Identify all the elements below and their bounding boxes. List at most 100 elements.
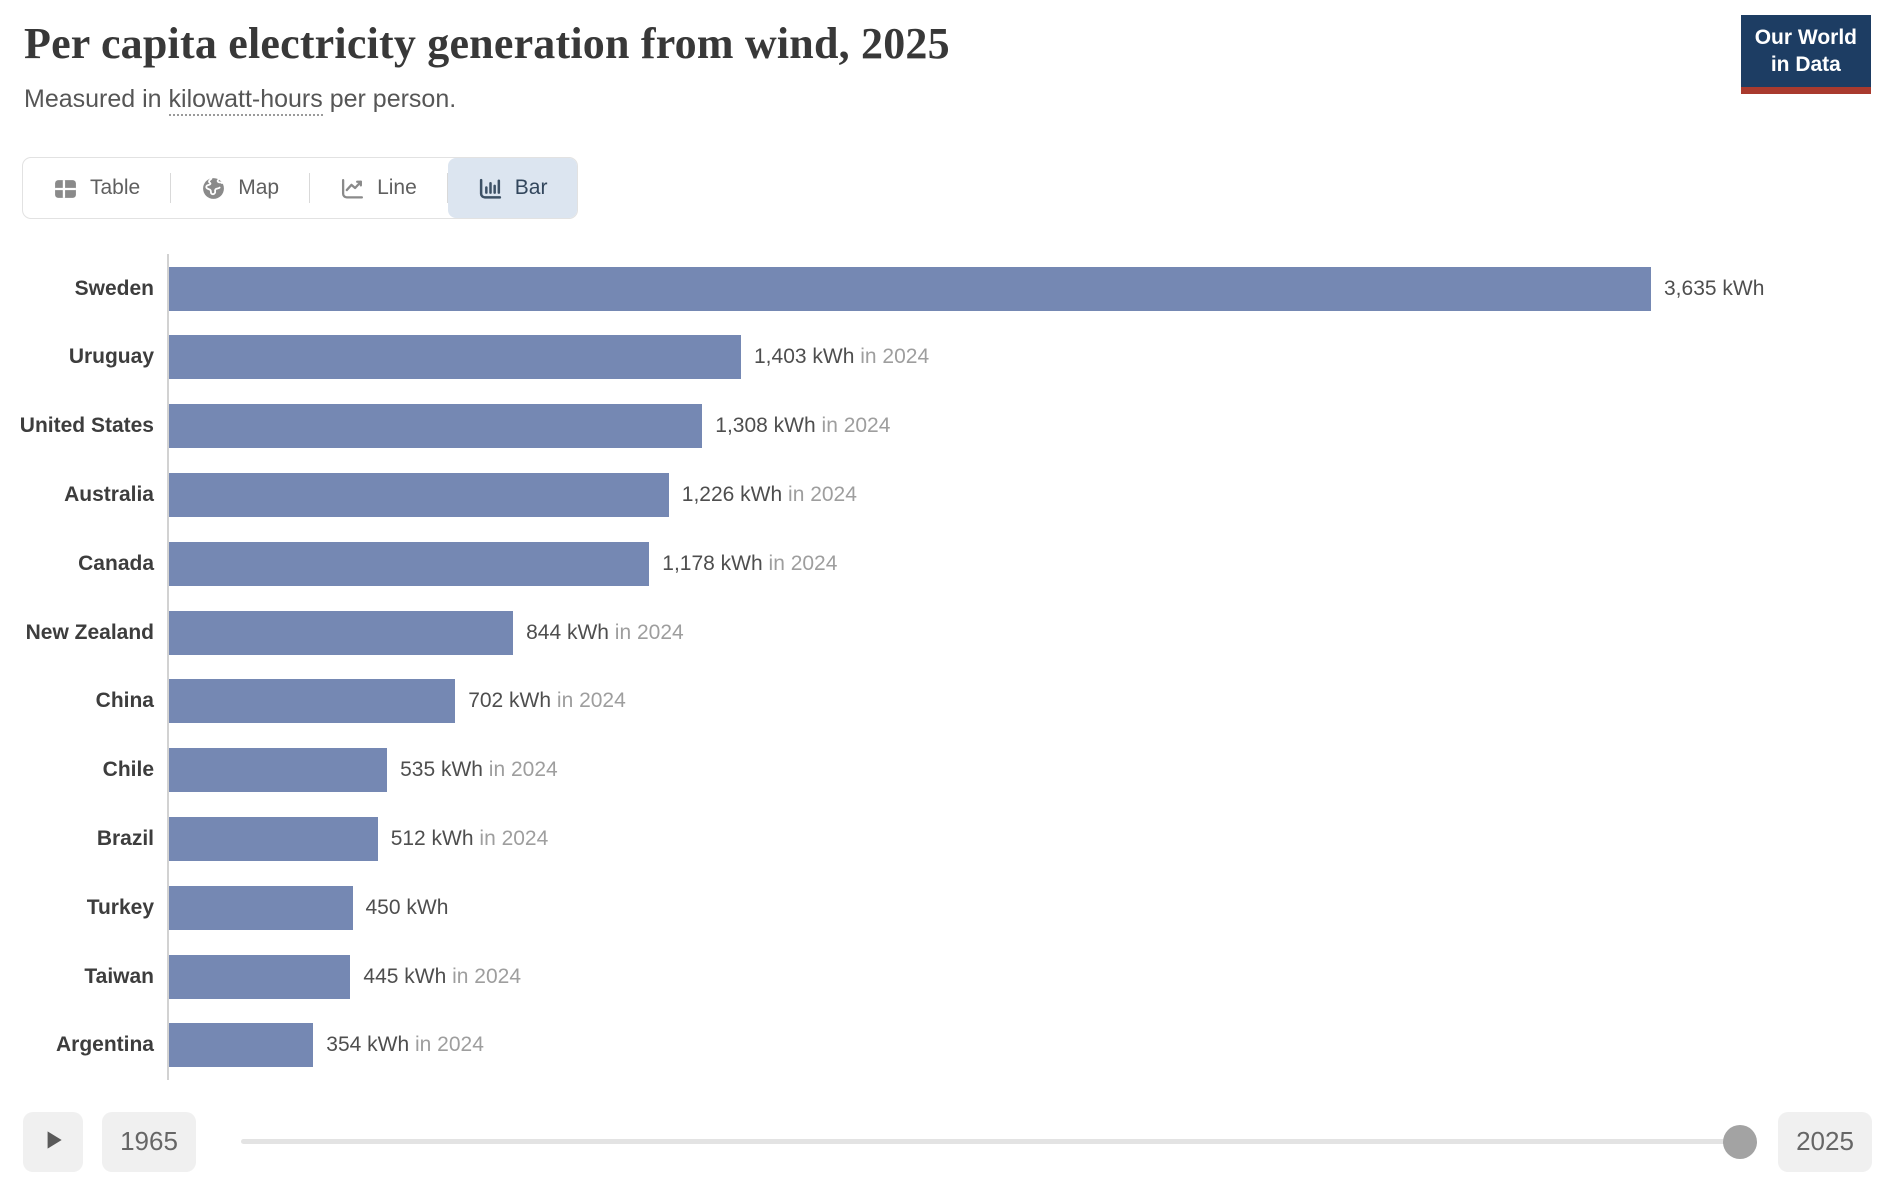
owid-logo-line1: Our World xyxy=(1754,26,1857,49)
chart-row: China 702 kWh in 2024 xyxy=(0,667,1899,736)
globe-icon xyxy=(201,176,226,201)
year-note-text: in 2024 xyxy=(482,758,558,782)
owid-logo-line2: in Data xyxy=(1770,52,1841,76)
chart-row: Sweden 3,635 kWh xyxy=(0,254,1899,323)
value-text: 3,635 kWh xyxy=(1664,276,1765,300)
tab-bar[interactable]: Bar xyxy=(447,158,578,219)
value-text: 445 kWh xyxy=(363,964,447,988)
country-label: Uruguay xyxy=(68,345,154,369)
country-label: New Zealand xyxy=(25,620,154,644)
chart-row: Turkey 450 kWh xyxy=(0,873,1899,942)
bar-area: 1,178 kWh in 2024 xyxy=(160,541,1899,586)
slider-handle[interactable] xyxy=(1723,1124,1757,1159)
country-label: Brazil xyxy=(96,827,154,851)
year-note-text: in 2024 xyxy=(446,964,521,988)
bar[interactable] xyxy=(169,1023,314,1068)
country-label: Canada xyxy=(78,551,154,575)
bar-area: 1,308 kWh in 2024 xyxy=(160,404,1899,449)
country-label: China xyxy=(95,689,154,713)
table-icon xyxy=(53,176,78,201)
chart-row: Uruguay 1,403 kWh in 2024 xyxy=(0,323,1899,392)
value-text: 1,178 kWh xyxy=(662,551,763,575)
slider-track[interactable] xyxy=(241,1139,1756,1145)
bar[interactable] xyxy=(169,541,650,586)
bar-area: 354 kWh in 2024 xyxy=(160,1023,1899,1068)
bar[interactable] xyxy=(169,610,514,655)
country-label: Sweden xyxy=(74,276,154,300)
y-axis-line xyxy=(167,254,169,1080)
chart-row: Chile 535 kWh in 2024 xyxy=(0,736,1899,805)
chart-row: Canada 1,178 kWh in 2024 xyxy=(0,529,1899,598)
year-note-text: in 2024 xyxy=(815,414,891,438)
value-text: 450 kWh xyxy=(365,895,449,919)
chart-row: United States 1,308 kWh in 2024 xyxy=(0,392,1899,461)
bar-area: 1,403 kWh in 2024 xyxy=(160,335,1899,380)
value-label: 1,226 kWh in 2024 xyxy=(682,483,857,507)
country-label: Taiwan xyxy=(84,964,154,988)
bar[interactable] xyxy=(169,679,456,724)
value-text: 702 kWh xyxy=(468,689,552,713)
tab-map[interactable]: Map xyxy=(171,158,309,218)
year-note-text: in 2024 xyxy=(551,689,626,713)
bar-area: 1,226 kWh in 2024 xyxy=(160,473,1899,518)
tab-bar-label: Bar xyxy=(514,176,548,200)
country-label: Argentina xyxy=(55,1033,154,1057)
bar[interactable] xyxy=(169,748,388,793)
bar[interactable] xyxy=(169,473,669,518)
value-label: 1,403 kWh in 2024 xyxy=(754,345,929,369)
bar-chart: Sweden 3,635 kWh Uruguay 1,403 kWh in 20… xyxy=(0,254,1899,1080)
year-note-text: in 2024 xyxy=(409,1033,484,1057)
tab-line[interactable]: Line xyxy=(310,158,447,218)
value-label: 354 kWh in 2024 xyxy=(326,1033,484,1057)
play-icon xyxy=(40,1127,66,1156)
value-label: 535 kWh in 2024 xyxy=(400,758,558,782)
play-button[interactable] xyxy=(23,1111,83,1172)
bar[interactable] xyxy=(169,817,378,862)
year-note-text: in 2024 xyxy=(608,620,684,644)
page-title: Per capita electricity generation from w… xyxy=(24,19,950,68)
value-text: 844 kWh xyxy=(526,620,609,644)
chart-row: Brazil 512 kWh in 2024 xyxy=(0,805,1899,874)
tab-table[interactable]: Table xyxy=(23,158,170,218)
bar-area: 702 kWh in 2024 xyxy=(160,679,1899,724)
year-note-text: in 2024 xyxy=(473,827,549,851)
year-note-text: in 2024 xyxy=(854,345,930,369)
bar[interactable] xyxy=(169,954,351,999)
tab-divider xyxy=(309,173,311,204)
bar[interactable] xyxy=(169,404,703,449)
bar-area: 445 kWh in 2024 xyxy=(160,954,1899,999)
chart-subtitle: Measured in kilowatt-hours per person. xyxy=(24,83,1871,116)
view-tabs: Table Map Line Bar xyxy=(22,157,579,220)
value-label: 512 kWh in 2024 xyxy=(391,827,549,851)
bar-area: 450 kWh xyxy=(160,885,1899,930)
value-text: 512 kWh xyxy=(390,827,474,851)
timeline-start-year[interactable]: 1965 xyxy=(102,1111,196,1172)
value-label: 1,308 kWh in 2024 xyxy=(715,414,890,438)
country-label: Turkey xyxy=(86,895,154,919)
timeline-end-year[interactable]: 2025 xyxy=(1778,1111,1872,1172)
tab-table-label: Table xyxy=(90,176,141,200)
tab-line-label: Line xyxy=(377,176,417,200)
bar[interactable] xyxy=(169,266,1651,311)
country-label: United States xyxy=(19,414,154,438)
bar-area: 512 kWh in 2024 xyxy=(160,817,1899,862)
bar[interactable] xyxy=(169,885,353,930)
subtitle-term-link[interactable]: kilowatt-hours xyxy=(168,84,323,116)
chart-row: New Zealand 844 kWh in 2024 xyxy=(0,598,1899,667)
value-label: 445 kWh in 2024 xyxy=(363,965,521,989)
country-label: Australia xyxy=(64,483,154,507)
chart-header: Per capita electricity generation from w… xyxy=(0,0,1899,116)
line-chart-icon xyxy=(340,176,365,201)
timeline-slider[interactable] xyxy=(241,1124,1757,1159)
value-text: 1,403 kWh xyxy=(754,345,855,369)
bar-area: 844 kWh in 2024 xyxy=(160,610,1899,655)
bar[interactable] xyxy=(169,335,741,380)
timeline-controls: 1965 2025 xyxy=(0,1111,1899,1172)
chart-row: Taiwan 445 kWh in 2024 xyxy=(0,942,1899,1011)
tab-divider xyxy=(170,173,172,204)
value-label: 3,635 kWh xyxy=(1664,277,1764,301)
bar-area: 3,635 kWh xyxy=(160,266,1899,311)
tab-map-label: Map xyxy=(238,176,280,200)
subtitle-suffix: per person. xyxy=(322,84,457,113)
chart-row: Argentina 354 kWh in 2024 xyxy=(0,1011,1899,1080)
